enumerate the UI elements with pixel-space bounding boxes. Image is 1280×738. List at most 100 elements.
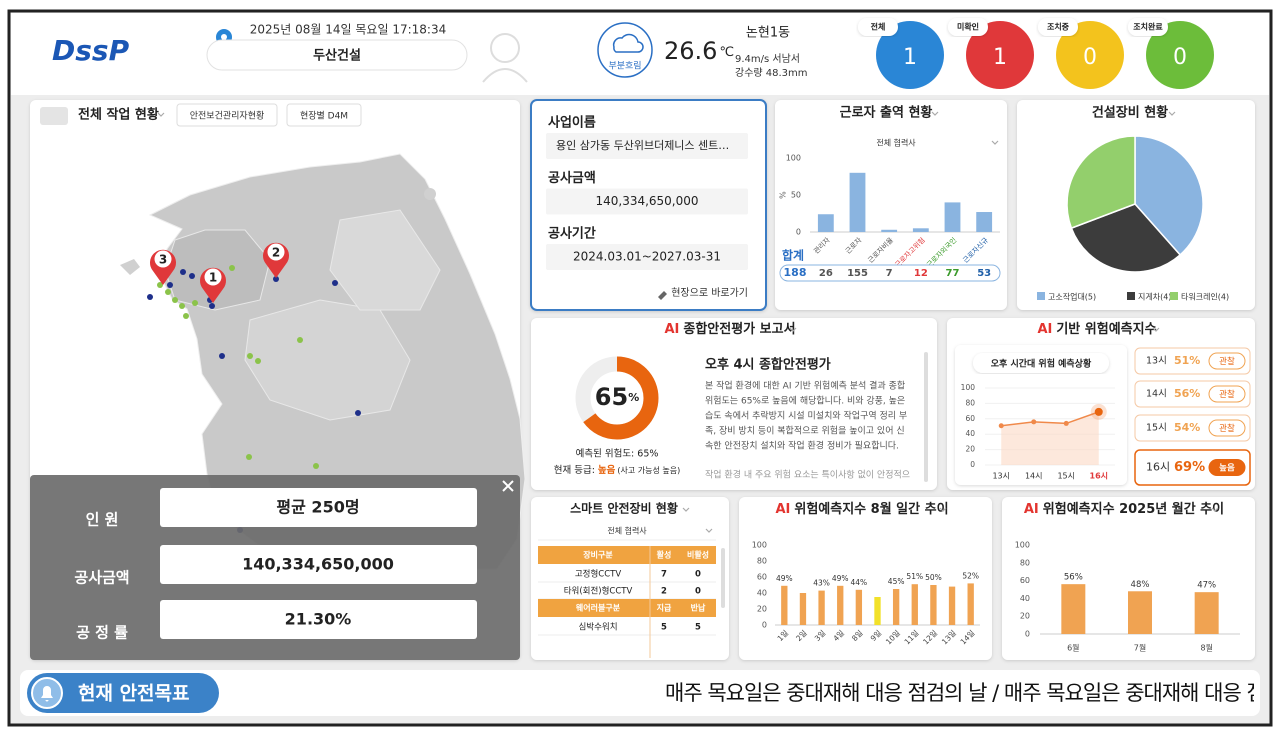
site-dot[interactable]: [273, 276, 279, 282]
site-dot[interactable]: [192, 300, 198, 306]
site-dot[interactable]: [183, 313, 189, 319]
x-tick-label: 14시: [1025, 472, 1043, 481]
point: [1031, 419, 1037, 425]
chevron: [991, 140, 999, 145]
bar: [855, 589, 863, 625]
site-dot[interactable]: [255, 358, 261, 364]
ticker: 매주 목요일은 중대재해 대응 점검의 날 / 매주 목요일은 중대재해 대응 …: [665, 681, 1280, 705]
site-dot[interactable]: [157, 282, 163, 288]
table-cell: 타워(회전)형CCTV: [564, 586, 633, 597]
status-circle[interactable]: [1146, 21, 1214, 89]
title-text: 기반 위험예측지수: [1056, 321, 1156, 337]
table-cell: 2: [661, 587, 667, 597]
temp-value: 26.6: [664, 37, 717, 65]
monthly-panel: [1002, 497, 1255, 660]
site-dot[interactable]: [247, 353, 253, 359]
risk-status: 관찰: [1219, 389, 1235, 400]
close-icon[interactable]: [502, 480, 514, 492]
site-dot[interactable]: [147, 294, 153, 300]
report-heading: 오후 4시 종합안전평가: [705, 357, 831, 373]
risk-chart-pill: [973, 353, 1109, 373]
gauge-label: 65%: [595, 383, 639, 411]
y-tick-label: 60: [757, 573, 767, 582]
bar: [837, 585, 844, 625]
status-circle[interactable]: [966, 21, 1034, 89]
y-tick-label: 40: [965, 429, 975, 438]
site-dot[interactable]: [297, 337, 303, 343]
site-dot[interactable]: [165, 289, 171, 295]
site-dot[interactable]: [189, 273, 195, 279]
pin-dot: [221, 34, 227, 40]
total-value: 188: [784, 266, 807, 279]
attendance-panel: [775, 100, 1007, 310]
goal-label: 현재 안전목표: [78, 683, 190, 705]
risk-time: 16시: [1146, 461, 1170, 474]
site-dot[interactable]: [209, 303, 215, 309]
chevron: [705, 528, 713, 533]
table-cell: 7: [661, 570, 667, 580]
status-tab: [1038, 18, 1078, 36]
y-tick-label: 20: [965, 445, 975, 454]
site-dot[interactable]: [355, 410, 361, 416]
count-value: 12: [914, 268, 928, 279]
x-tick-label: 13시: [992, 472, 1010, 481]
bar: [892, 589, 900, 625]
site-dot[interactable]: [172, 297, 178, 303]
tab-label[interactable]: 안전보건관리자현황: [190, 111, 265, 122]
y-tick-label: 100: [1015, 541, 1030, 550]
filter[interactable]: 전체 협력사: [876, 138, 916, 148]
status-count: 0: [1173, 45, 1187, 70]
x-tick-label: 6월: [1067, 643, 1079, 653]
y-tick-label: 80: [965, 398, 975, 407]
scrollbar: [721, 548, 725, 608]
panel-title: AI 위험예측지수 2025년 월간 추이: [1024, 501, 1224, 517]
status-circle[interactable]: [876, 21, 944, 89]
site-dot[interactable]: [180, 269, 186, 275]
bar: [799, 593, 807, 625]
legend-swatch: [1170, 292, 1178, 300]
summary-value: 140,334,650,000: [242, 555, 394, 574]
chart-title: 오후 시간대 위험 예측상황: [991, 358, 1092, 370]
chevron: [1211, 507, 1219, 512]
report-body: 본 작업 환경에 대한 AI 기반 위험예측 분석 결과 종합: [705, 380, 905, 392]
site-dot[interactable]: [229, 265, 235, 271]
grade: 높음: [598, 465, 616, 476]
gauge-arc: [575, 356, 659, 440]
site-dot[interactable]: [313, 463, 319, 469]
report-body: 족, 장비 방치 등이 복합적으로 위험을 높이고 있어 신: [705, 425, 905, 437]
panel-title: 전체 작업 현황: [78, 107, 159, 123]
island: [120, 259, 140, 275]
status-circle[interactable]: [1056, 21, 1124, 89]
y-tick-label: 0: [796, 228, 801, 237]
risk-item: [1134, 449, 1251, 486]
tab[interactable]: [176, 103, 278, 127]
value-label: 56%: [1064, 573, 1083, 583]
field-value: 140,334,650,000: [595, 194, 698, 208]
risk-value: 56%: [1174, 387, 1200, 400]
y-tick-label: 0: [1025, 630, 1030, 639]
pie-slice: [1134, 135, 1204, 256]
table-cell: 0: [695, 587, 701, 597]
risk-status: 높음: [1219, 463, 1235, 474]
tab-label[interactable]: 현장별 D4M: [300, 111, 348, 122]
filter[interactable]: 전체 협력사: [607, 526, 647, 536]
status-count: 1: [993, 45, 1007, 70]
site-dot[interactable]: [167, 282, 173, 288]
goal-pill: [27, 673, 219, 713]
site-dot[interactable]: [332, 280, 338, 286]
link[interactable]: 현장으로 바로가기: [671, 287, 748, 299]
tab[interactable]: [286, 103, 362, 127]
bar: [930, 585, 937, 625]
field-box: [546, 244, 748, 270]
site-dot[interactable]: [246, 454, 252, 460]
site-dot[interactable]: [179, 303, 185, 309]
table-cell: 심박수워치: [578, 622, 617, 633]
link-icon[interactable]: [658, 291, 667, 300]
count-value: 53: [977, 268, 991, 279]
status-pill: [1208, 352, 1246, 370]
site-dot[interactable]: [219, 353, 225, 359]
footer-bar: [20, 670, 1260, 716]
status-count: 1: [903, 45, 917, 70]
bar: [976, 212, 993, 232]
bar: [881, 229, 898, 232]
